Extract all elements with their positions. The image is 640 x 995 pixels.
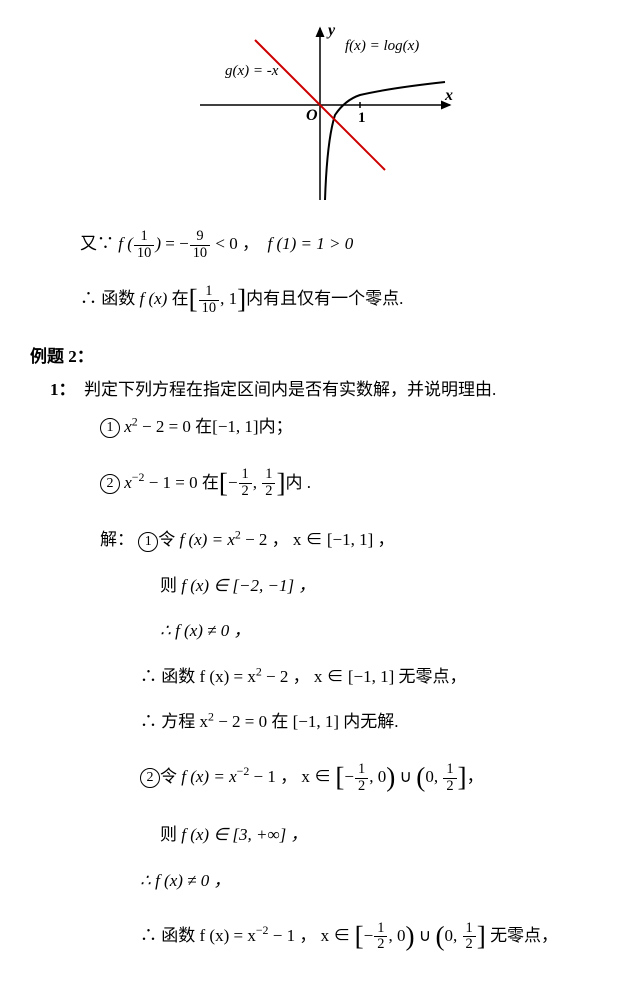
- line-2: ∴ 函数 f (x) 在[110, 1]内有且仅有一个零点.: [80, 270, 610, 330]
- sol2-start: 2令 f (x) = x−2 − 1 ， x ∈ [−12, 0) ∪ (0, …: [140, 748, 610, 808]
- problem-1: 1 x2 − 2 = 0 在[−1, 1]内；: [100, 408, 610, 445]
- question-1: 1： 判定下列方程在指定区间内是否有实数解，并说明理由.: [50, 375, 610, 400]
- fx-label: f(x) = log(x): [345, 38, 419, 54]
- x-label: x: [444, 87, 453, 104]
- problem-2: 2 x−2 − 1 = 0 在[−12, 12]内 .: [100, 454, 610, 514]
- graph-svg: 1 O x y f(x) = log(x) g(x) = -x: [180, 20, 460, 210]
- sol1-eq: ∴ 方程 x2 − 2 = 0 在 [−1, 1] 内无解.: [140, 703, 610, 740]
- line-1: 又∵ f (110) = −910 < 0 ， f (1) = 1 > 0: [80, 225, 610, 262]
- sol2-range: 则 f (x) ∈ [3, +∞] ，: [160, 816, 610, 853]
- sol2-func: ∴ 函数 f (x) = x−2 − 1 ， x ∈ [−12, 0) ∪ (0…: [140, 907, 610, 967]
- function-graph: 1 O x y f(x) = log(x) g(x) = -x: [30, 20, 610, 215]
- example-2-header: 例题 2：: [30, 342, 610, 367]
- gx-label: g(x) = -x: [225, 63, 279, 79]
- sol2-ne: ∴ f (x) ≠ 0 ，: [140, 862, 610, 899]
- sol1-ne: ∴ f (x) ≠ 0 ，: [160, 612, 610, 649]
- log-curve: [325, 82, 445, 200]
- y-label: y: [326, 22, 336, 39]
- solution-start: 解： 1令 f (x) = x2 − 2 ， x ∈ [−1, 1] ，: [100, 521, 610, 558]
- origin-label: O: [306, 107, 318, 124]
- sol1-range: 则 f (x) ∈ [−2, −1] ，: [160, 567, 610, 604]
- tick-1: 1: [358, 110, 366, 126]
- sol1-func: ∴ 函数 f (x) = x2 − 2 ， x ∈ [−1, 1] 无零点，: [140, 658, 610, 695]
